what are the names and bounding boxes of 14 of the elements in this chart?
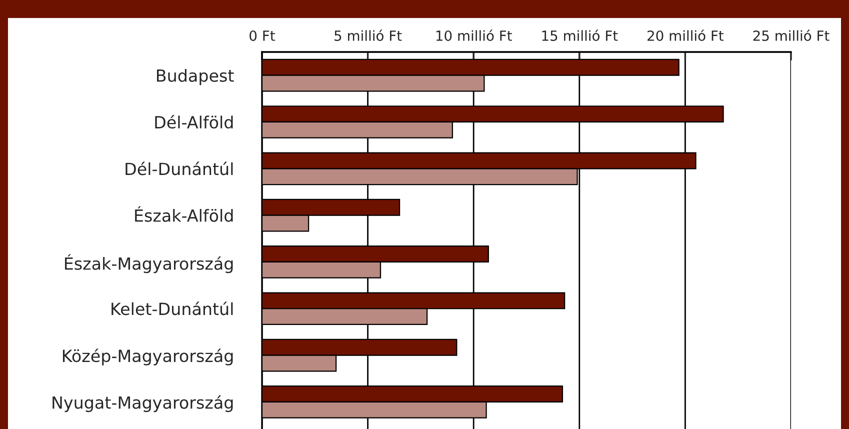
x-tick-label: 25 millió Ft — [753, 30, 830, 41]
y-tick-label: Kelet-Dunántúl — [112, 302, 233, 316]
x-tick-label: 15 millió Ft — [542, 30, 618, 41]
x-tick-label: 20 millió Ft — [648, 30, 724, 41]
y-tick-label: Közép-Magyarország — [62, 348, 233, 366]
y-tick-label: Dél-Dunántúl — [126, 162, 233, 176]
x-tick-label: 0 Ft — [250, 30, 276, 41]
y-tick-label: Budapest — [157, 68, 234, 86]
y-tick-label: Dél-Alföld — [155, 114, 233, 129]
x-tick-label: 5 millió Ft — [334, 30, 402, 41]
y-tick-label: Észak-Magyarország — [65, 254, 233, 274]
y-tick-label: Nyugat-Magyarország — [52, 395, 233, 412]
y-tick-label: Észak-Alföld — [135, 206, 233, 222]
x-tick-label: 10 millió Ft — [436, 30, 512, 41]
